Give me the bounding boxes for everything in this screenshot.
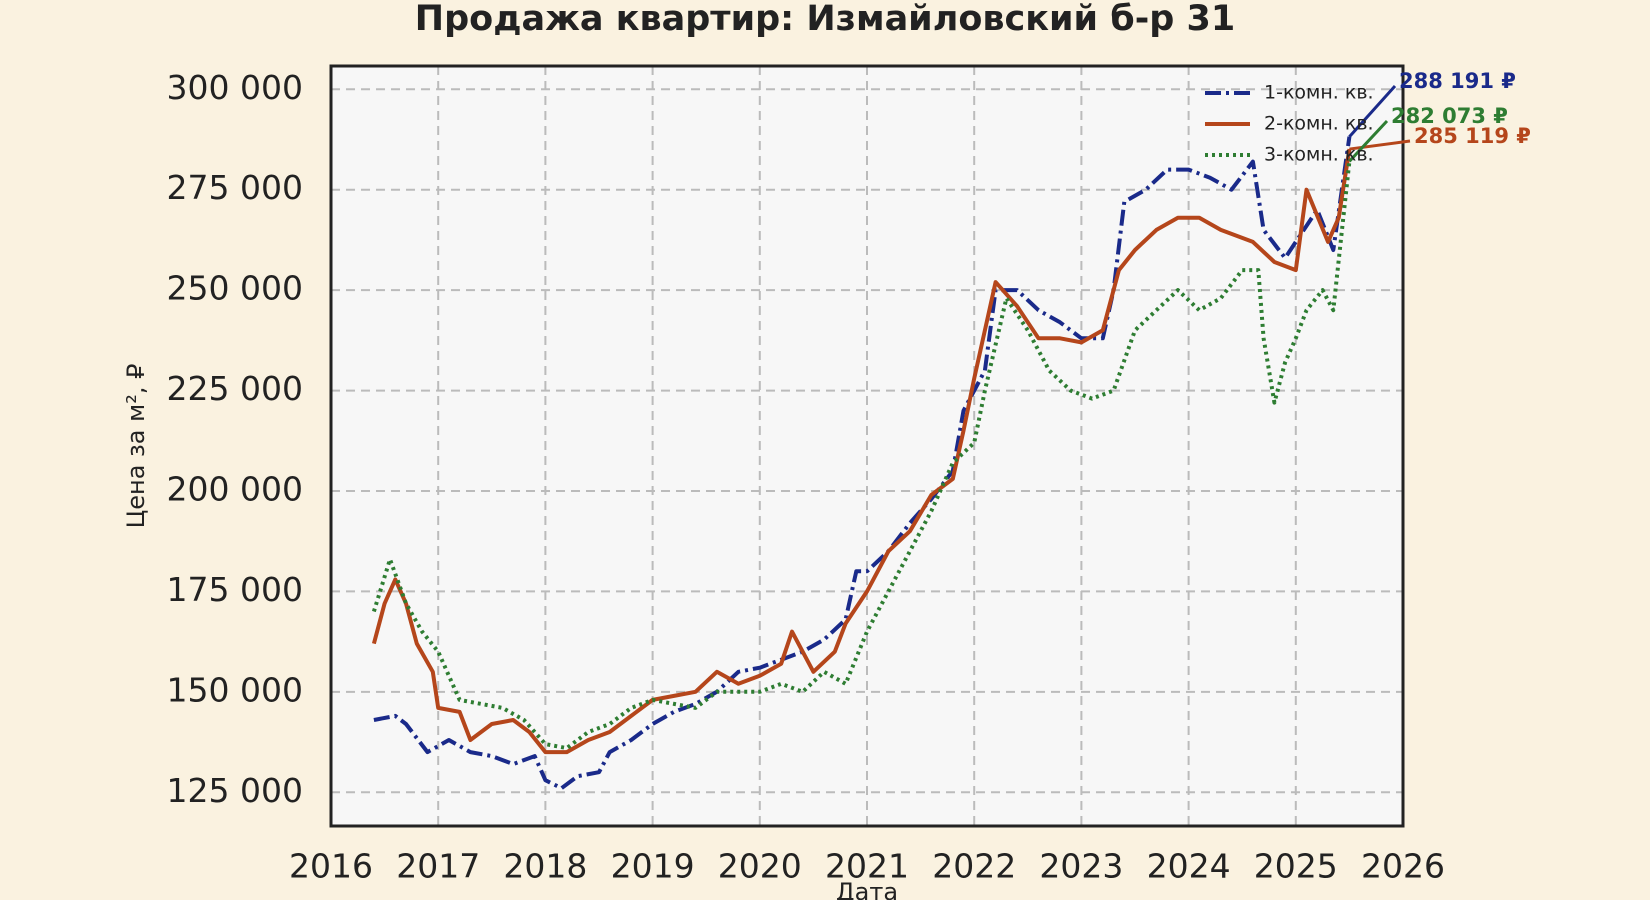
y-tick-label: 150 000 [167, 670, 303, 709]
legend-label: 1-комн. кв. [1264, 82, 1374, 104]
annotation-arrow [1348, 84, 1397, 138]
value-label: 288 191 ₽ [1399, 69, 1516, 93]
series-line [373, 136, 1352, 791]
x-tick-label: 2018 [503, 847, 587, 886]
y-tick-label: 300 000 [167, 68, 303, 107]
x-tick-label: 2026 [1361, 847, 1445, 886]
x-tick-label: 2016 [289, 847, 373, 886]
lines [371, 136, 1352, 791]
y-tick-label: 250 000 [167, 269, 303, 308]
x-tick-label: 2025 [1254, 847, 1338, 886]
x-tick-label: 2019 [611, 847, 695, 886]
plot-frame [329, 64, 1405, 828]
y-tick-label: 125 000 [167, 771, 303, 810]
overlay: 288 191 ₽ 1-комн. кв. 285 119 ₽ 2-комн. кв.… [1205, 69, 1531, 166]
x-tick-label: 2024 [1147, 847, 1231, 886]
chart-title: Продажа квартир: Измайловский б-р 31 [415, 0, 1235, 39]
x-axis-label: Дата [836, 878, 898, 900]
legend-label: 3-комн. кв. [1264, 144, 1374, 166]
value-label: 282 073 ₽ [1391, 104, 1508, 128]
x-tick-label: 2023 [1039, 847, 1123, 886]
y-tick-label: 225 000 [167, 369, 303, 408]
value-label: 285 119 ₽ [1414, 124, 1531, 148]
x-tick-label: 2022 [932, 847, 1016, 886]
annotation-arrow [1349, 139, 1411, 151]
x-tick-label: 2021 [825, 847, 909, 886]
series-line [371, 161, 1352, 751]
annotation-arrow [1348, 119, 1389, 163]
y-tick-label: 200 000 [167, 469, 303, 508]
y-tick-label: 275 000 [167, 168, 303, 207]
x-tick-label: 2020 [718, 847, 802, 886]
y-axis-label: Цена за м², ₽ [122, 364, 150, 529]
y-tick-label: 175 000 [167, 570, 303, 609]
series-line [371, 148, 1352, 755]
x-tick-label: 2017 [396, 847, 480, 886]
legend-label: 2-комн. кв. [1264, 113, 1374, 135]
